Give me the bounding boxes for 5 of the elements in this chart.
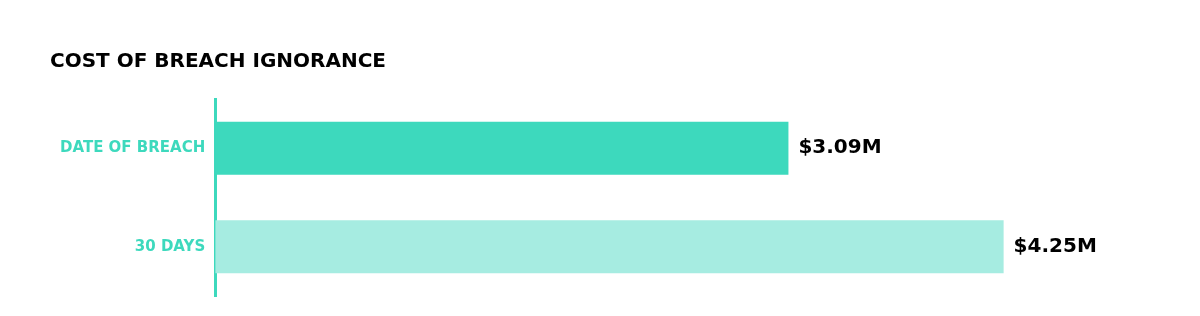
chart-title: COST OF BREACH IGNORANCE xyxy=(50,48,387,73)
data-label: $3.09M xyxy=(798,134,882,159)
y-tick-label: 30 DAYS xyxy=(134,236,206,255)
data-label: $4.25M xyxy=(1013,232,1097,257)
y-tick-label: DATE OF BREACH xyxy=(60,138,206,157)
